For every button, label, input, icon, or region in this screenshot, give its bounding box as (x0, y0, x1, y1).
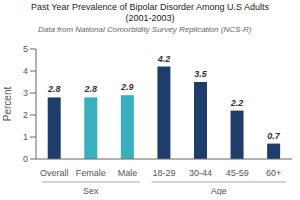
svg-text:Sex: Sex (83, 186, 99, 195)
svg-text:Male: Male (118, 168, 138, 178)
svg-text:Overall: Overall (40, 168, 69, 178)
svg-text:Female: Female (76, 168, 106, 178)
svg-text:5: 5 (23, 44, 28, 54)
html-text:Past Year Prevalence of Bipola: Past Year Prevalence of Bipolar Disorder… (30, 2, 270, 12)
svg-text:18-29: 18-29 (152, 168, 175, 178)
svg-text:45-59: 45-59 (226, 168, 249, 178)
html-text:Data from National Comorbidity: Data from National Comorbidity Survey Re… (38, 25, 252, 34)
svg-text:60+: 60+ (266, 168, 281, 178)
svg-text:0.7: 0.7 (267, 131, 281, 141)
svg-text:0: 0 (23, 154, 28, 164)
svg-text:2.2: 2.2 (230, 98, 244, 108)
svg-text:4.2: 4.2 (157, 54, 171, 64)
svg-text:Age: Age (211, 186, 227, 195)
svg-text:Percent: Percent (8, 87, 13, 122)
svg-text:2: 2 (23, 110, 28, 120)
svg-text:30-44: 30-44 (189, 168, 212, 178)
svg-text:3.5: 3.5 (194, 69, 208, 79)
svg-text:2.9: 2.9 (120, 82, 134, 92)
svg-text:2.8: 2.8 (84, 84, 98, 94)
svg-text:4: 4 (23, 66, 28, 76)
svg-text:3: 3 (23, 88, 28, 98)
svg-text:1: 1 (23, 132, 28, 142)
html-text:(2001-2003): (2001-2003) (125, 13, 175, 23)
svg-text:2.8: 2.8 (47, 84, 61, 94)
